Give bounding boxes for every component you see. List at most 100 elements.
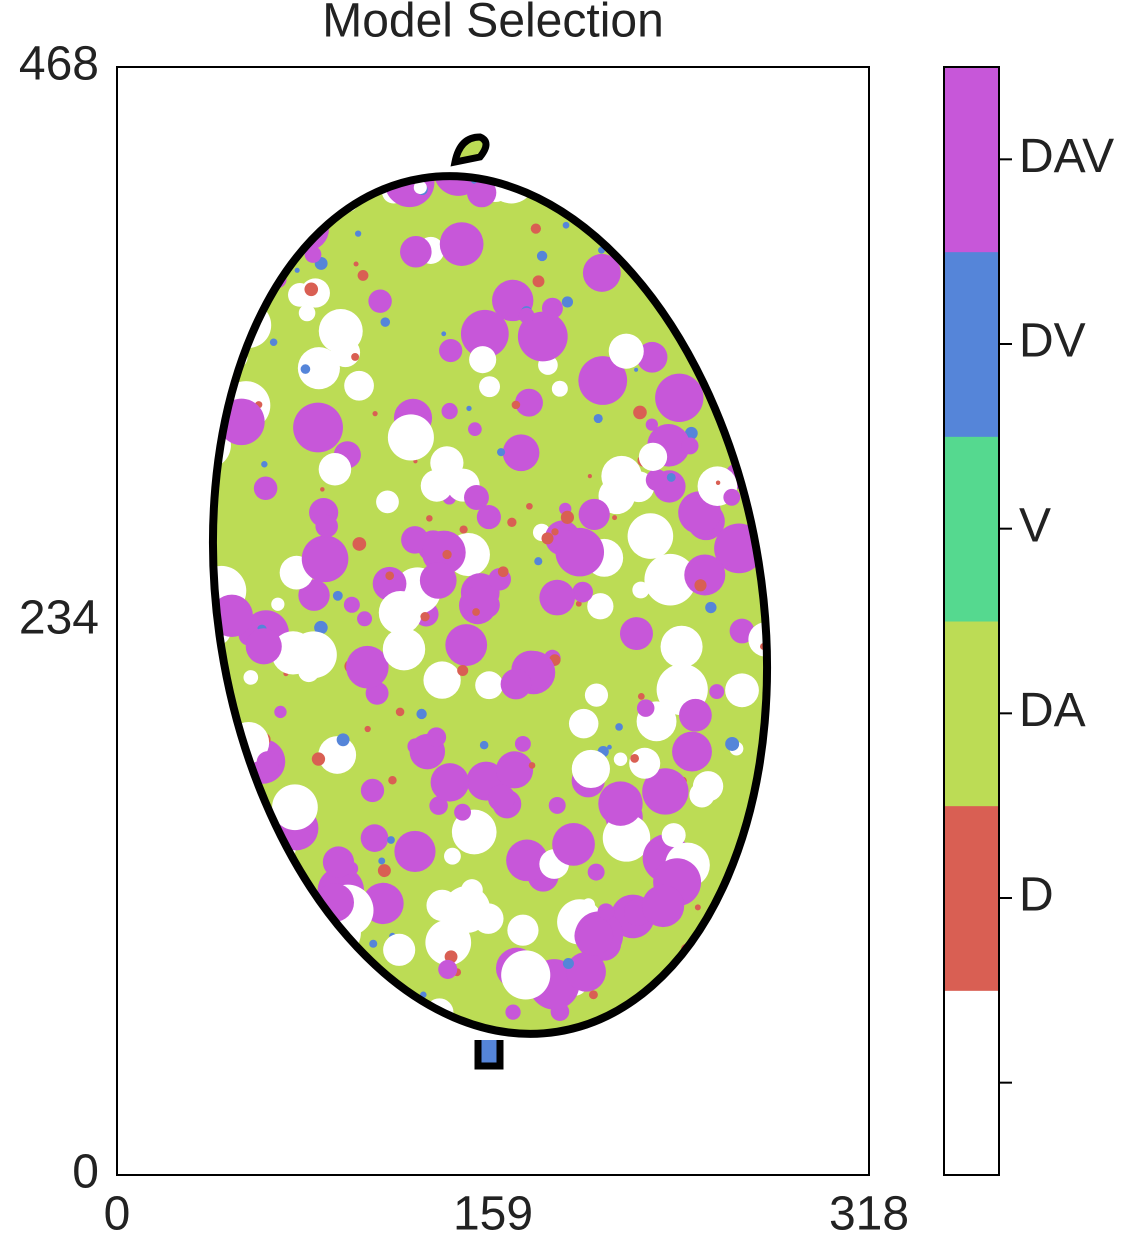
pixel-blob [666, 472, 676, 482]
pixel-blob [597, 903, 615, 921]
pixel-blob [383, 933, 416, 966]
pixel-blob [536, 250, 548, 262]
pixel-blob [726, 153, 733, 161]
chart-title: Model Selection [322, 0, 664, 48]
pixel-blob [265, 143, 310, 187]
pixel-blob [510, 150, 542, 182]
pixel-blob [205, 243, 212, 249]
pixel-blob [548, 796, 566, 814]
pixel-blob [727, 1061, 741, 1075]
pixel-blob [200, 427, 212, 440]
pixel-blob [654, 1021, 673, 1040]
pixel-blob [672, 999, 711, 1039]
pixel-blob [451, 809, 497, 855]
pixel-blob [476, 505, 501, 530]
pixel-blob [630, 167, 662, 199]
pixel-blob [738, 183, 772, 218]
pixel-blob [400, 235, 432, 268]
pixel-blob [269, 338, 278, 347]
colorbar-segment [944, 251, 999, 437]
pixel-blob [245, 628, 282, 665]
pixel-blob [723, 488, 741, 506]
pixel-blob [297, 347, 340, 390]
pixel-blob [635, 147, 642, 154]
pixel-blob [796, 301, 803, 308]
pixel-blob [364, 725, 371, 733]
pixel-blob [319, 1038, 333, 1052]
pixel-blob [376, 490, 399, 514]
pixel-blob [506, 839, 548, 882]
pixel-blob [517, 311, 568, 362]
pixel-blob [562, 957, 574, 970]
pixel-blob [211, 1047, 241, 1075]
pixel-blob [745, 395, 783, 433]
pixel-blob [497, 566, 509, 578]
pixel-blob [355, 1019, 372, 1036]
pixel-blob [346, 645, 389, 689]
pixel-blob [677, 294, 707, 324]
pixel-blob [298, 957, 309, 968]
pixel-blob [598, 781, 643, 826]
pixel-blob [203, 306, 214, 317]
pixel-blob [487, 784, 516, 812]
pixel-blob [314, 620, 328, 635]
pixel-blob [426, 515, 433, 522]
pixel-blob [518, 307, 535, 324]
pixel-blob [441, 331, 447, 337]
pixel-blob [243, 670, 259, 685]
pixel-blob [725, 673, 759, 708]
pixel-blob [459, 525, 468, 534]
pixel-blob [694, 234, 719, 259]
pixel-blob [274, 705, 287, 719]
pixel-blob [285, 1050, 316, 1075]
pixel-blob [713, 219, 736, 242]
pixel-blob [566, 141, 591, 166]
pixel-blob [466, 177, 497, 208]
pixel-blob [273, 933, 287, 947]
pixel-blob [633, 1011, 639, 1016]
pixel-blob [206, 1033, 253, 1075]
pixel-blob [781, 850, 793, 862]
pixel-blob [378, 857, 386, 865]
pixel-blob [598, 477, 636, 515]
pixel-blob [692, 979, 701, 988]
pixel-blob [627, 186, 672, 231]
pixel-blob [613, 752, 628, 766]
pixel-blob [592, 160, 644, 212]
pixel-blob [203, 270, 212, 279]
pixel-blob [311, 752, 326, 766]
image-area [175, 135, 820, 1075]
pixel-blob [612, 205, 659, 252]
pixel-blob [227, 266, 255, 294]
pixel-blob [726, 973, 766, 1013]
pixel-blob [210, 685, 221, 696]
pixel-blob [377, 864, 391, 878]
pixel-blob [689, 190, 702, 203]
pixel-blob [464, 485, 489, 510]
pixel-blob [254, 872, 279, 897]
pixel-blob [438, 959, 458, 979]
pixel-blob [357, 611, 373, 627]
pixel-blob [734, 884, 758, 908]
pixel-blob [717, 232, 758, 272]
colorbar-segment [944, 436, 999, 622]
pixel-blob [320, 135, 353, 168]
pixel-blob [231, 176, 261, 206]
pixel-blob [538, 1035, 561, 1058]
pixel-blob [215, 814, 229, 828]
pixel-blob [633, 405, 647, 420]
pixel-blob [475, 671, 504, 700]
pixel-blob [775, 581, 820, 626]
pixel-blob [196, 978, 244, 1025]
pixel-blob [776, 939, 801, 964]
pixel-blob [754, 940, 768, 955]
pixel-blob [764, 815, 806, 857]
pixel-blob [241, 984, 252, 995]
pixel-blob [767, 896, 811, 940]
pixel-blob [390, 1012, 434, 1057]
pixel-blob [729, 154, 741, 167]
pixel-blob [568, 708, 599, 739]
pixel-blob [593, 413, 603, 424]
pixel-blob [294, 267, 300, 273]
pixel-blob [637, 693, 645, 700]
